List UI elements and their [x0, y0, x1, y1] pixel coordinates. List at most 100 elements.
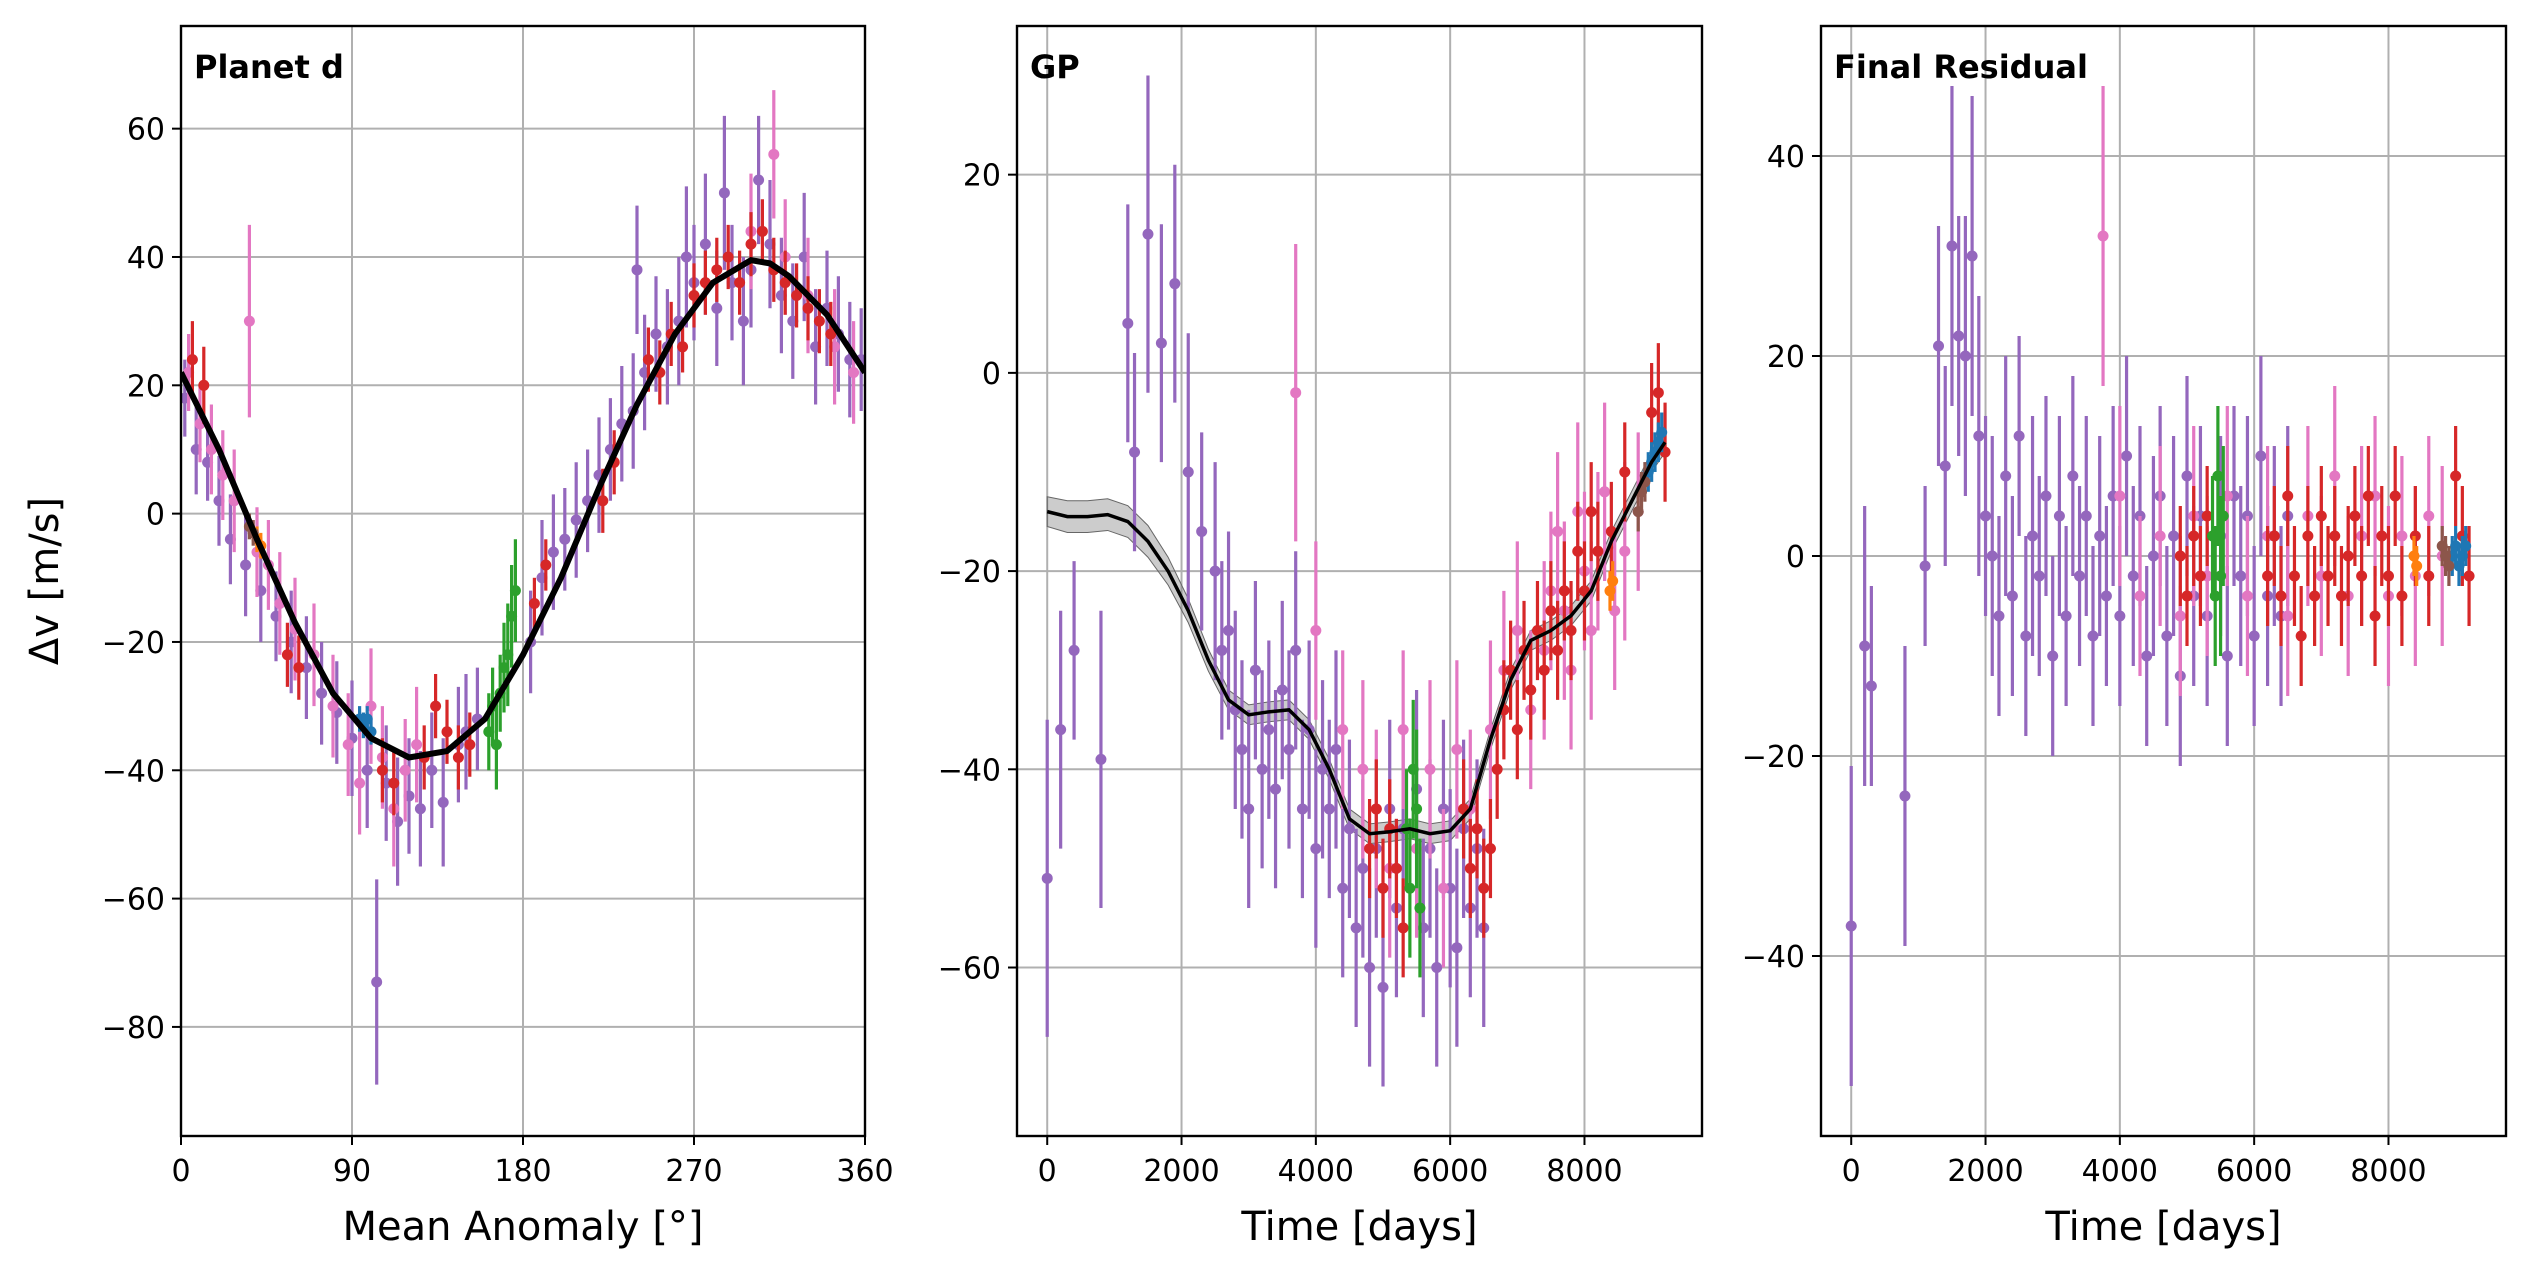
- data-point: [1946, 86, 1958, 406]
- data-point: [1270, 690, 1282, 889]
- marker: [2161, 630, 2173, 642]
- marker: [2194, 570, 2206, 582]
- x-axis-label: Time [days]: [1240, 1204, 1477, 1250]
- panel-title: Planet d: [194, 48, 344, 86]
- data-point: [1484, 799, 1496, 899]
- marker: [1122, 317, 1134, 329]
- marker: [1357, 862, 1369, 874]
- marker: [680, 251, 692, 263]
- marker: [2369, 610, 2381, 622]
- marker: [2053, 510, 2065, 522]
- marker: [426, 764, 438, 776]
- data-point: [1511, 680, 1523, 780]
- marker: [437, 796, 449, 808]
- marker: [753, 174, 765, 186]
- y-tick-label: −40: [102, 754, 165, 789]
- marker: [2329, 530, 2341, 542]
- data-point: [1552, 452, 1564, 611]
- data-point: [1337, 650, 1349, 809]
- marker: [1865, 680, 1877, 692]
- marker: [2067, 470, 2079, 482]
- marker: [2094, 530, 2106, 542]
- data-point: [354, 731, 366, 835]
- marker: [2396, 590, 2408, 602]
- marker: [2460, 540, 2472, 552]
- marker: [1552, 644, 1564, 656]
- marker: [1397, 922, 1409, 934]
- data-point: [2000, 356, 2012, 596]
- marker: [2463, 570, 2475, 582]
- marker: [2181, 470, 2193, 482]
- marker: [2362, 490, 2374, 502]
- marker: [2329, 470, 2341, 482]
- marker: [2033, 570, 2045, 582]
- data-point: [2275, 546, 2287, 646]
- marker: [1919, 560, 1931, 572]
- axes-frame: [1819, 24, 2508, 1138]
- marker: [1966, 250, 1978, 262]
- marker: [1939, 460, 1951, 472]
- data-point: [1330, 650, 1342, 849]
- marker: [2342, 550, 2354, 562]
- data-point: [1565, 581, 1577, 681]
- data-point: [2450, 426, 2462, 526]
- data-point: [2322, 526, 2334, 626]
- data-point: [2141, 566, 2153, 746]
- data-point: [1986, 436, 1998, 676]
- marker: [1243, 803, 1255, 815]
- data-point: [1607, 561, 1619, 601]
- data-point: [2315, 466, 2327, 566]
- marker: [186, 354, 198, 366]
- data-point: [376, 738, 388, 803]
- data-point: [1343, 739, 1355, 918]
- x-tick-label: 2000: [1947, 1154, 2023, 1189]
- series-inst-green: [1401, 699, 1426, 978]
- data-point: [437, 738, 449, 867]
- marker: [464, 739, 476, 751]
- marker: [1155, 337, 1167, 349]
- marker: [2100, 590, 2112, 602]
- data-point: [753, 115, 765, 245]
- data-point: [1424, 680, 1436, 859]
- data-point: [540, 539, 552, 591]
- marker: [2127, 570, 2139, 582]
- marker: [2020, 630, 2032, 642]
- data-point: [1599, 402, 1611, 581]
- x-tick-label: 0: [1842, 1154, 1861, 1189]
- marker: [1953, 330, 1965, 342]
- marker: [756, 225, 768, 237]
- x-tick-label: 180: [494, 1154, 551, 1189]
- data-point: [2127, 486, 2139, 666]
- data-point: [2047, 556, 2059, 756]
- marker: [2013, 430, 2025, 442]
- y-tick-label: −40: [938, 753, 1001, 788]
- data-point: [1290, 244, 1302, 542]
- data-point: [2168, 436, 2180, 636]
- data-point: [2194, 526, 2206, 626]
- data-point: [699, 250, 711, 315]
- y-tick-label: 0: [146, 498, 165, 533]
- x-tick-label: 360: [836, 1154, 893, 1189]
- marker: [711, 302, 723, 314]
- marker: [2262, 570, 2274, 582]
- marker: [2282, 490, 2294, 502]
- data-point: [2221, 566, 2233, 746]
- data-point: [1464, 818, 1476, 918]
- marker: [1337, 882, 1349, 894]
- marker: [2121, 450, 2133, 462]
- marker: [2217, 510, 2229, 522]
- data-point: [2217, 446, 2229, 586]
- y-tick-label: 0: [1786, 540, 1805, 575]
- data-point: [2389, 446, 2401, 546]
- data-point: [388, 751, 400, 816]
- marker: [1538, 664, 1550, 676]
- marker: [1511, 724, 1523, 736]
- marker: [2376, 530, 2388, 542]
- marker: [1845, 920, 1857, 932]
- data-point: [2255, 356, 2267, 556]
- data-point: [1592, 501, 1604, 601]
- panel-2: 0 2000 4000 6000 8000 −60 −40 −20 0 20 GP Time [day…: [938, 24, 1704, 1250]
- data-point: [1055, 610, 1067, 849]
- marker: [1619, 466, 1631, 478]
- marker: [2134, 590, 2146, 602]
